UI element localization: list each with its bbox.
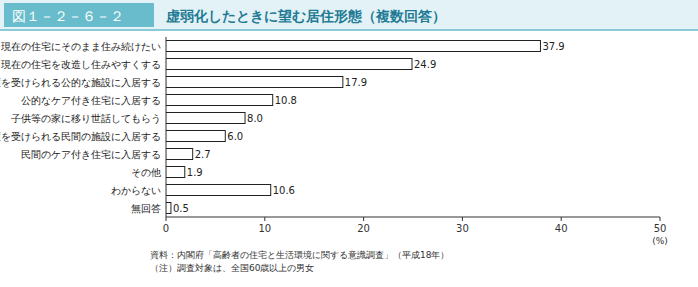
x-axis-label: (%) bbox=[652, 236, 668, 246]
x-tick bbox=[363, 217, 364, 221]
chart-container: 図１－２－６－２ 虚弱化したときに望む居住形態（複数回答） 0 10 20 30 40 50 (… bbox=[0, 0, 698, 287]
data-label: 10.6 bbox=[273, 185, 295, 196]
category-label: わからない bbox=[111, 185, 161, 196]
x-tick bbox=[462, 217, 463, 221]
category-label: 現在の住宅を改造し住みやすくする bbox=[1, 59, 161, 70]
data-label: 1.9 bbox=[187, 167, 203, 178]
bar bbox=[166, 149, 193, 160]
bar bbox=[166, 59, 412, 70]
category-label: 介護を受けられる民間の施設に入居する bbox=[0, 131, 161, 142]
header-band bbox=[0, 0, 698, 30]
category-label: 子供等の家に移り世話してもらう bbox=[11, 113, 161, 124]
x-axis-line bbox=[166, 217, 660, 218]
data-label: 8.0 bbox=[247, 113, 263, 124]
figure-number-box bbox=[4, 3, 154, 27]
data-label: 24.9 bbox=[414, 59, 436, 70]
x-tick bbox=[660, 217, 661, 221]
x-tick-label: 10 bbox=[258, 223, 271, 234]
header-rule bbox=[0, 29, 698, 31]
bar bbox=[166, 131, 225, 142]
x-tick-label: 0 bbox=[163, 223, 169, 234]
bar bbox=[166, 113, 245, 124]
bar bbox=[166, 41, 540, 52]
bar bbox=[166, 77, 343, 88]
x-tick bbox=[561, 217, 562, 221]
category-label: 民間のケア付き住宅に入居する bbox=[21, 149, 161, 160]
x-tick-label: 50 bbox=[654, 223, 667, 234]
data-label: 0.5 bbox=[173, 203, 189, 214]
bar bbox=[166, 167, 185, 178]
title: 虚弱化したときに望む居住形態（複数回答） bbox=[165, 8, 446, 24]
category-label: 現在の住宅にそのまま住み続けたい bbox=[1, 41, 161, 52]
category-label: 無回答 bbox=[131, 203, 161, 214]
category-label: 介護を受けられる公的な施設に入居する bbox=[0, 77, 161, 88]
bar bbox=[166, 203, 171, 214]
data-label: 6.0 bbox=[227, 131, 243, 142]
bar bbox=[166, 95, 273, 106]
x-tick bbox=[166, 217, 167, 221]
figure-number: 図１－２－６－２ bbox=[12, 8, 124, 24]
data-label: 10.8 bbox=[275, 95, 297, 106]
source-note: 資料：内閣府「高齢者の住宅と生活環境に関する意識調査」（平成18年） bbox=[150, 250, 449, 260]
x-tick-label: 40 bbox=[555, 223, 568, 234]
data-label: 17.9 bbox=[345, 77, 367, 88]
x-tick bbox=[264, 217, 265, 221]
x-tick-label: 20 bbox=[357, 223, 370, 234]
data-label: 37.9 bbox=[542, 41, 564, 52]
category-label: 公的なケア付き住宅に入居する bbox=[21, 95, 161, 106]
x-tick-label: 30 bbox=[456, 223, 469, 234]
bar bbox=[166, 185, 271, 196]
source-note: （注）調査対象は、全国60歳以上の男女 bbox=[150, 263, 314, 273]
chart-svg: 図１－２－６－２ 虚弱化したときに望む居住形態（複数回答） 0 10 20 30 40 50 (… bbox=[0, 0, 698, 287]
data-label: 2.7 bbox=[195, 149, 211, 160]
category-label: その他 bbox=[131, 167, 161, 178]
bars bbox=[166, 41, 540, 214]
